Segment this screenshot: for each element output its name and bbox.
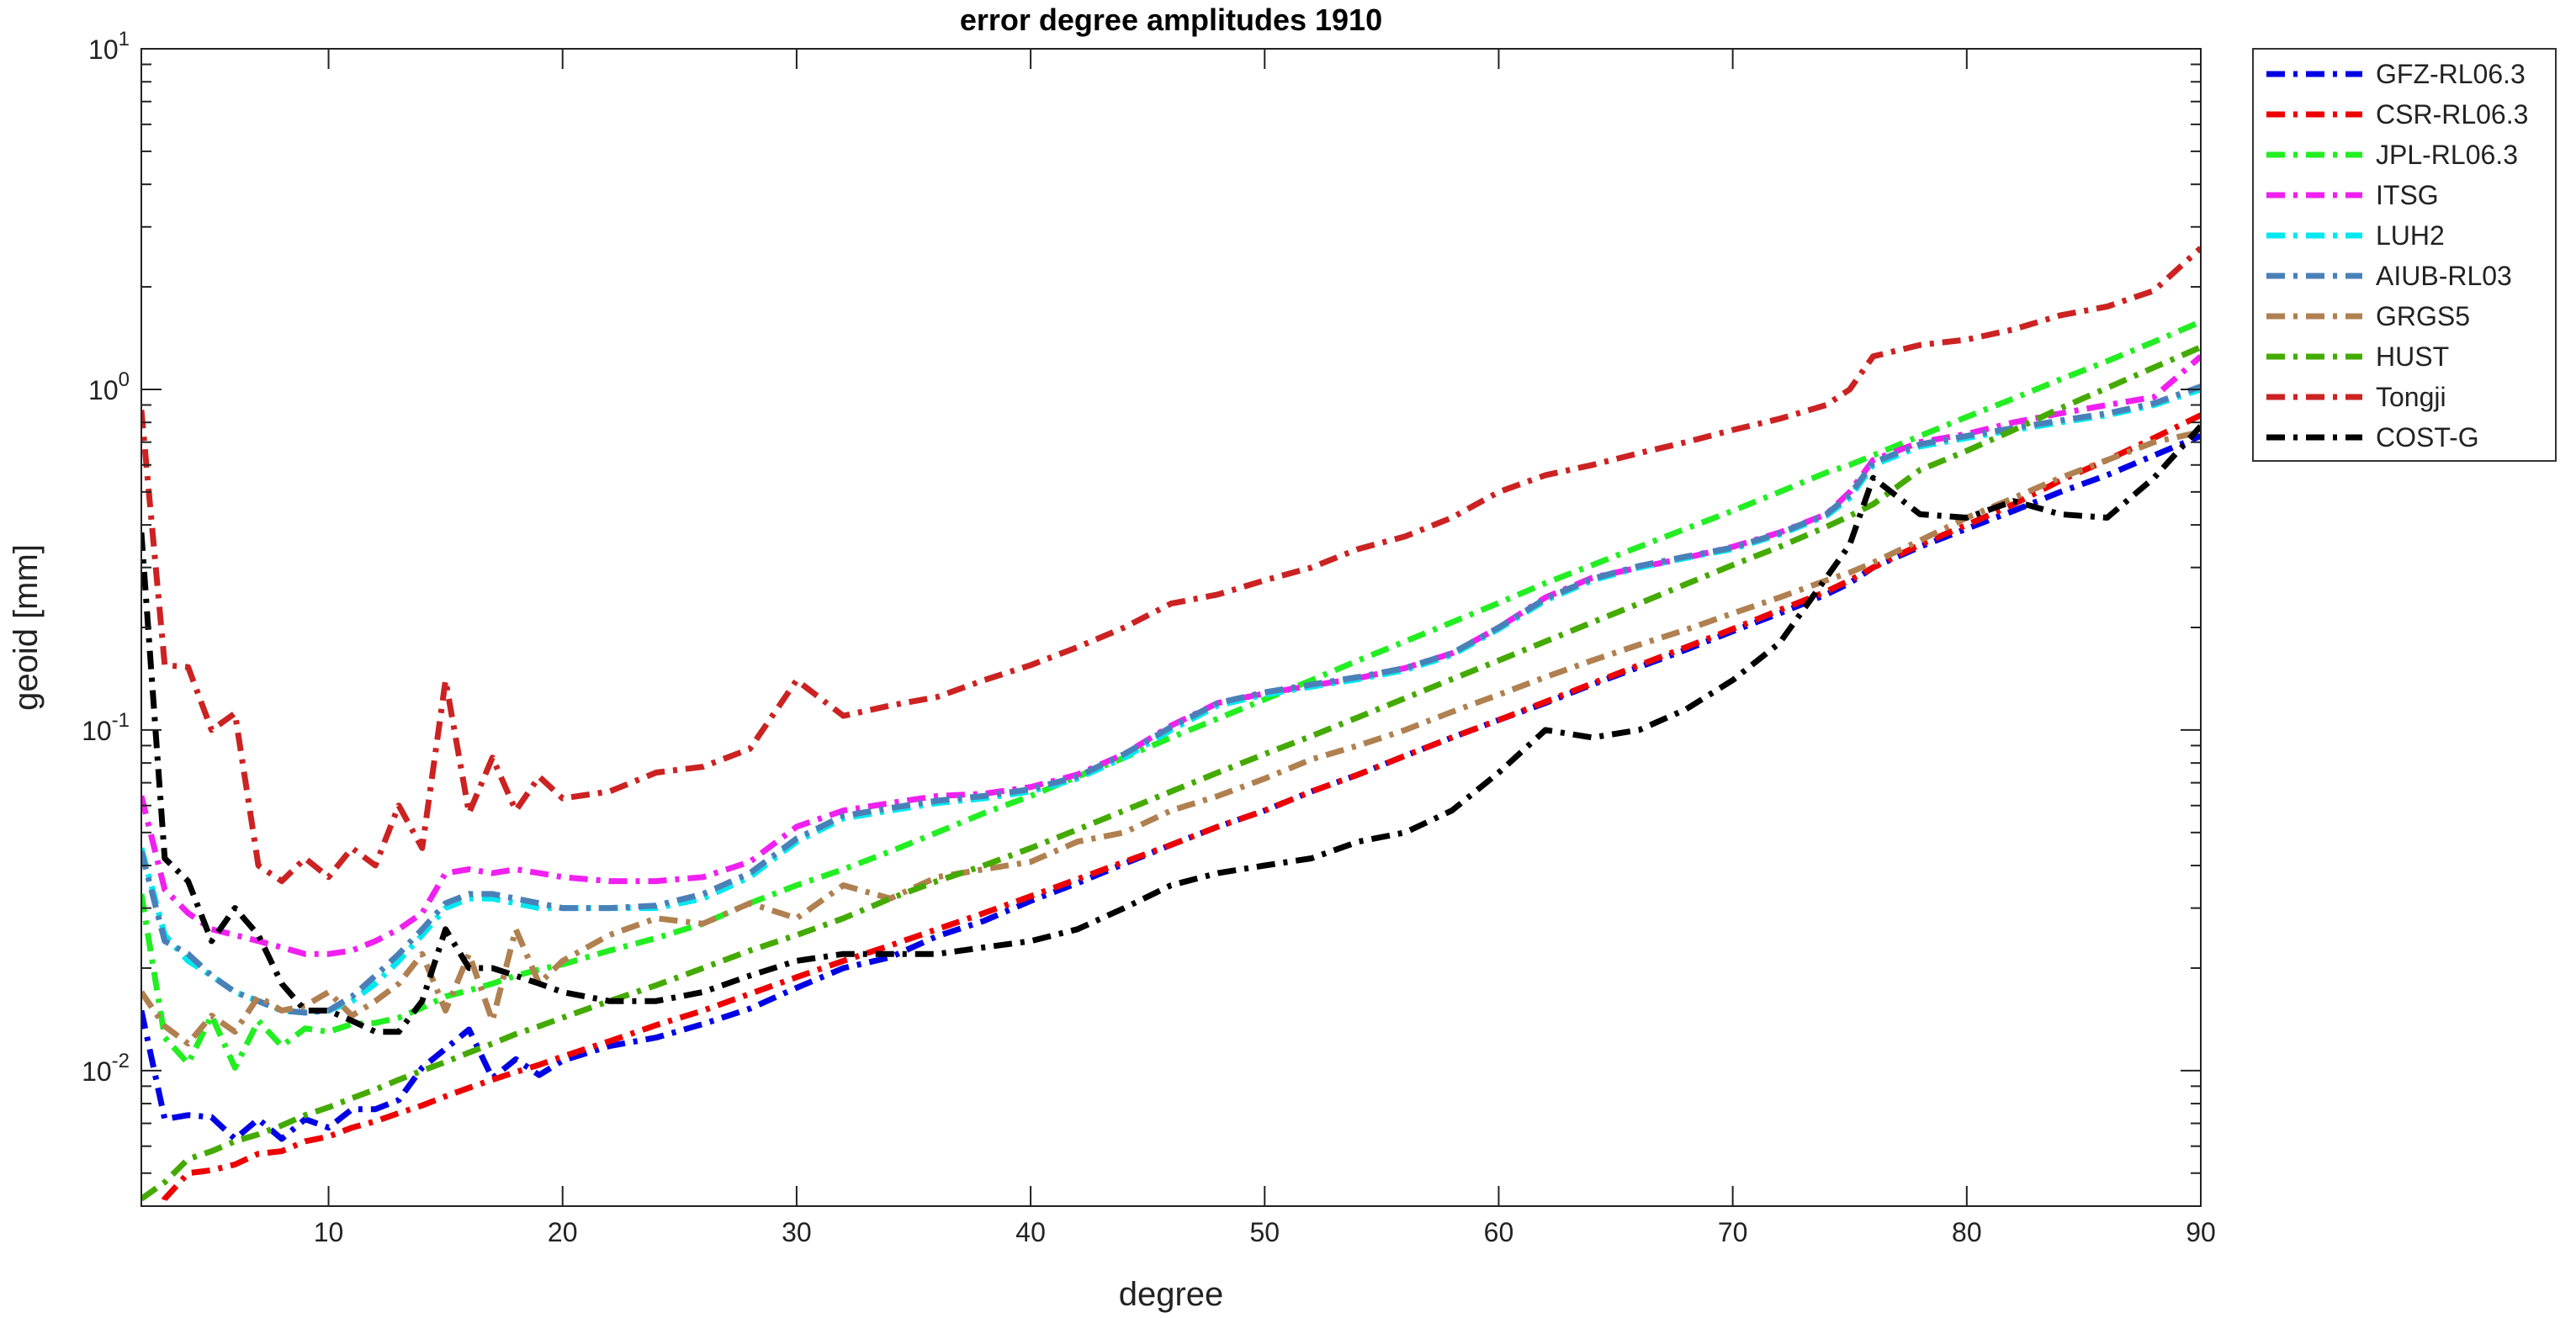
legend-label-7: HUST: [2376, 341, 2449, 372]
x-axis-label: degree: [1119, 1276, 1224, 1313]
x-tick-label-8: 90: [2186, 1217, 2216, 1247]
legend-label-6: GRGS5: [2376, 301, 2470, 331]
legend-label-9: COST-G: [2376, 422, 2479, 453]
y-tick-label-1: 10-1: [82, 709, 130, 746]
x-tick-label-2: 30: [782, 1217, 812, 1247]
series-line-2: [141, 319, 2201, 1071]
x-tick-label-4: 50: [1249, 1217, 1280, 1247]
x-tick-label-1: 20: [548, 1217, 578, 1247]
series-line-9: [141, 424, 2201, 1035]
series-line-7: [141, 344, 2201, 1202]
x-tick-label-5: 60: [1484, 1217, 1514, 1247]
legend-label-0: GFZ-RL06.3: [2376, 59, 2526, 89]
legend-label-8: Tongji: [2376, 382, 2446, 412]
legend-label-1: CSR-RL06.3: [2376, 99, 2528, 130]
series-line-0: [141, 433, 2201, 1142]
y-tick-label-2: 100: [88, 368, 130, 405]
y-tick-label-0: 10-2: [82, 1050, 130, 1087]
y-tick-label-3: 101: [88, 28, 130, 65]
legend-label-3: ITSG: [2376, 180, 2439, 210]
chart-title: error degree amplitudes 1910: [960, 3, 1382, 37]
x-tick-label-7: 80: [1952, 1217, 1982, 1247]
series-layer: [141, 246, 2201, 1206]
legend-label-5: AIUB-RL03: [2376, 261, 2512, 291]
y-axis-label: geoid [mm]: [8, 544, 45, 711]
x-tick-label-0: 10: [314, 1217, 344, 1247]
series-line-6: [141, 429, 2201, 1047]
legend-label-2: JPL-RL06.3: [2376, 140, 2518, 170]
legend: GFZ-RL06.3 CSR-RL06.3 JPL-RL06.3 ITSG LUH2 AI…: [2252, 48, 2557, 462]
y-axis: 10-2 10-1 100 101: [82, 28, 2201, 1207]
series-line-5: [141, 384, 2201, 1016]
legend-label-4: LUH2: [2376, 220, 2445, 251]
x-tick-label-6: 70: [1718, 1217, 1748, 1247]
legend-box: [2252, 48, 2557, 462]
series-line-1: [159, 412, 2201, 1206]
x-tick-label-3: 40: [1015, 1217, 1046, 1247]
x-axis: 10 20 30 40 50 60 70 80 90: [314, 49, 2216, 1247]
